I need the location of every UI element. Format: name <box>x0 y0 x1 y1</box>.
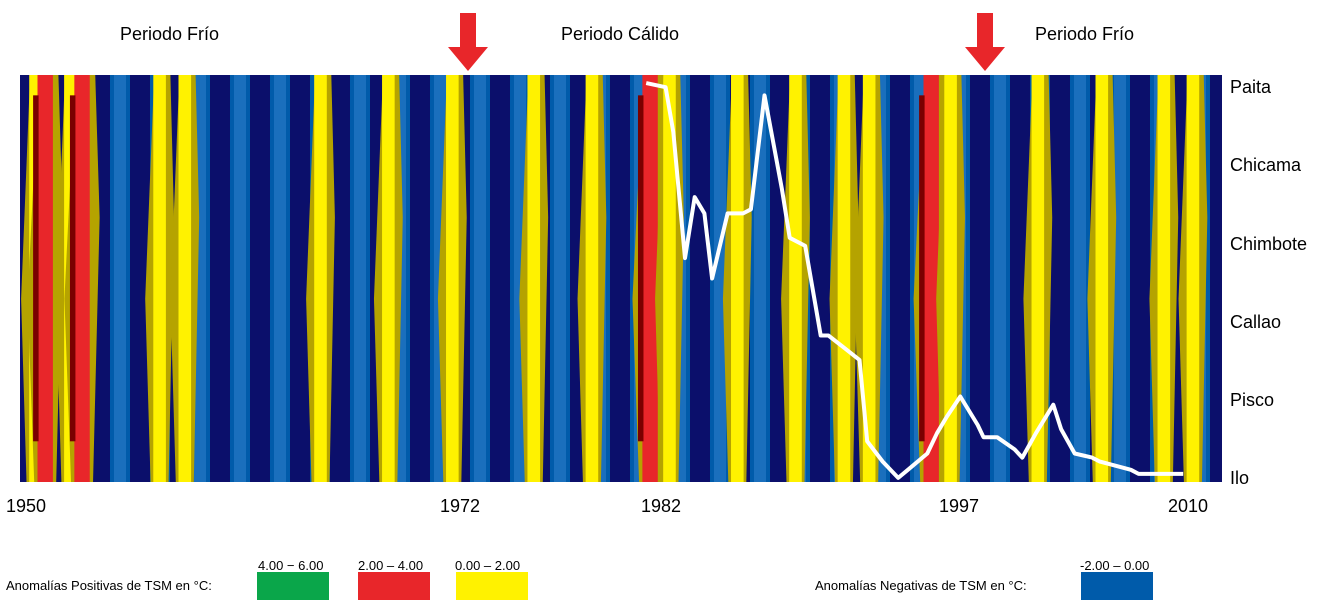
x-tick-label-1950: 1950 <box>6 496 47 516</box>
station-label-ilo: Ilo <box>1230 468 1250 488</box>
legend-title-negative: Anomalías Negativas de TSM en °C: <box>815 578 1027 593</box>
warm-band <box>37 75 53 482</box>
arrow-down-icon-1972 <box>448 13 488 71</box>
warm-band <box>663 75 676 482</box>
legend-swatch-0-2 <box>456 572 528 600</box>
warm-band-dark <box>919 95 925 442</box>
legend-swatch-neg <box>1081 572 1153 600</box>
legend-label-0-2: 0.00 – 2.00 <box>455 558 521 573</box>
station-label-pisco: Pisco <box>1230 390 1275 410</box>
station-label-chicama: Chicama <box>1230 155 1302 175</box>
legend-label-neg: -2.00 – 0.00 <box>1080 558 1150 573</box>
warm-band <box>446 75 459 482</box>
warm-band <box>1095 75 1109 482</box>
warm-band <box>314 75 327 482</box>
warm-band <box>789 75 802 482</box>
period-label-cold-2: Periodo Frío <box>1035 24 1135 44</box>
warm-band <box>837 75 851 482</box>
warm-band <box>731 75 744 482</box>
legend-swatch-4-6 <box>257 572 329 600</box>
x-tick-label-1982: 1982 <box>641 496 682 516</box>
legend-title-positive: Anomalías Positivas de TSM en °C: <box>6 578 212 593</box>
warm-band <box>1157 75 1171 482</box>
warm-band <box>1031 75 1045 482</box>
warm-band <box>642 75 658 482</box>
warm-band-dark <box>33 95 39 442</box>
warm-band <box>74 75 90 482</box>
legend-swatch-2-4 <box>358 572 430 600</box>
warm-band <box>1186 75 1200 482</box>
series-line <box>645 81 1184 480</box>
warm-band <box>527 75 541 482</box>
x-tick-label-1972: 1972 <box>440 496 481 516</box>
heatmap-background <box>20 75 1222 482</box>
warm-band <box>178 75 192 482</box>
legend-label-2-4: 2.00 – 4.00 <box>358 558 424 573</box>
warm-band <box>923 75 939 482</box>
warm-band <box>153 75 166 482</box>
legend-label-4-6: 4.00 − 6.00 <box>258 558 324 573</box>
warm-band <box>585 75 599 482</box>
period-label-cold-1: Periodo Frío <box>120 24 220 44</box>
arrow-down-icon-1997 <box>965 13 1005 71</box>
station-label-paita: Paita <box>1230 77 1272 97</box>
warm-band <box>944 75 957 482</box>
warm-band <box>382 75 395 482</box>
station-label-chimbote: Chimbote <box>1230 234 1308 254</box>
warm-band <box>862 75 876 482</box>
period-label-warm: Periodo Cálido <box>561 24 680 44</box>
warm-band-dark <box>69 95 76 442</box>
x-tick-label-1997: 1997 <box>939 496 980 516</box>
sst-anomaly-heatmap <box>20 75 1222 482</box>
station-label-callao: Callao <box>1230 312 1282 332</box>
x-tick-label-2010: 2010 <box>1168 496 1209 516</box>
warm-band-dark <box>637 95 644 442</box>
